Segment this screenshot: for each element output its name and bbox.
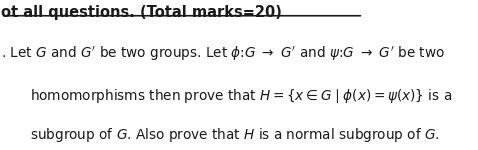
Text: homomorphisms then prove that $H = \{x \in G \mid \phi(x) = \psi(x)\}$ is a: homomorphisms then prove that $H = \{x \… bbox=[30, 87, 452, 105]
Text: . Let $G$ and $G'$ be two groups. Let $\phi$:$G$ $\rightarrow$ $G'$ and $\psi$:$: . Let $G$ and $G'$ be two groups. Let $\… bbox=[1, 45, 445, 63]
Text: ot all questions. (Total marks=20): ot all questions. (Total marks=20) bbox=[1, 4, 282, 20]
Text: subgroup of $G$. Also prove that $H$ is a normal subgroup of $G$.: subgroup of $G$. Also prove that $H$ is … bbox=[30, 126, 439, 144]
